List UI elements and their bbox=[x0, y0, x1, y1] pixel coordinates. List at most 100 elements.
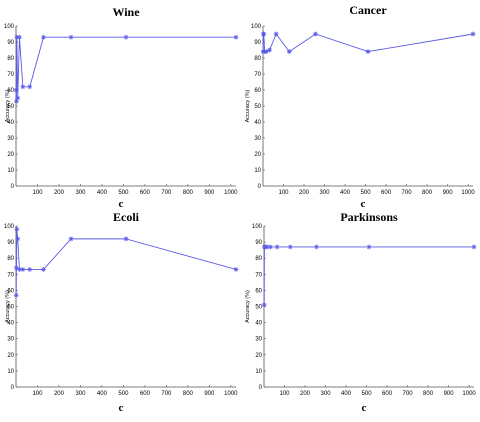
x-tick-label: 1000 bbox=[461, 190, 475, 196]
data-point-marker bbox=[267, 47, 272, 53]
y-tick-label: 20 bbox=[255, 353, 262, 359]
data-point-marker bbox=[20, 267, 26, 272]
x-tick-label: 400 bbox=[341, 391, 352, 397]
data-point-marker bbox=[14, 226, 20, 232]
data-point-marker bbox=[273, 31, 279, 37]
x-tick-label: 400 bbox=[97, 391, 108, 397]
x-tick-label: 800 bbox=[183, 391, 194, 397]
x-tick-label: 300 bbox=[320, 190, 331, 196]
x-tick-label: 600 bbox=[140, 391, 151, 397]
x-tick-label: 1000 bbox=[224, 391, 238, 397]
y-tick-label: 30 bbox=[7, 136, 14, 142]
y-tick-label: 50 bbox=[254, 104, 261, 110]
data-point-marker bbox=[14, 98, 19, 104]
y-axis-label: Accuracy (%) bbox=[245, 89, 251, 122]
y-tick-label: 90 bbox=[255, 240, 262, 246]
x-tick-label: 500 bbox=[118, 190, 129, 196]
y-tick-label: 0 bbox=[258, 184, 262, 190]
data-point-marker bbox=[314, 244, 319, 250]
y-tick-label: 10 bbox=[255, 369, 262, 375]
y-tick-label: 40 bbox=[7, 120, 14, 126]
x-tick-label: 900 bbox=[204, 190, 215, 196]
data-point-marker bbox=[286, 49, 292, 54]
data-point-marker bbox=[261, 302, 267, 308]
x-tick-label: 500 bbox=[361, 190, 372, 196]
y-tick-label: 80 bbox=[255, 256, 262, 262]
y-axis-label: Accuracy (%) bbox=[5, 89, 11, 122]
y-tick-label: 50 bbox=[7, 305, 14, 311]
chart-title: Parkinsons bbox=[340, 210, 398, 224]
panel-parkinsons: Parkinsons 0 10 20 30 40 50 60 70 80 90 100 100 200 30… bbox=[245, 210, 476, 414]
y-tick-label: 70 bbox=[7, 72, 14, 78]
x-tick-label: 900 bbox=[204, 391, 215, 397]
x-tick-label: 1000 bbox=[462, 391, 476, 397]
y-tick-label: 20 bbox=[7, 353, 14, 359]
y-tick-label: 70 bbox=[254, 72, 261, 78]
y-axis-label: Accuracy (%) bbox=[5, 290, 11, 323]
x-tick-label: 900 bbox=[444, 391, 455, 397]
x-tick-label: 700 bbox=[161, 391, 172, 397]
y-tick-label: 100 bbox=[4, 224, 15, 230]
x-tick-label: 800 bbox=[423, 391, 434, 397]
y-tick-label: 90 bbox=[254, 40, 261, 46]
x-tick-label: 100 bbox=[32, 190, 43, 196]
y-tick-label: 70 bbox=[255, 272, 262, 278]
data-point-marker bbox=[313, 31, 318, 37]
data-point-marker bbox=[274, 244, 280, 250]
y-tick-label: 10 bbox=[7, 168, 14, 174]
x-tick-label: 800 bbox=[183, 190, 194, 196]
x-tick-label: 200 bbox=[54, 190, 65, 196]
y-tick-label: 80 bbox=[254, 56, 261, 62]
x-axis-label: c bbox=[119, 402, 124, 414]
x-tick-label: 100 bbox=[280, 391, 291, 397]
x-tick-label: 400 bbox=[97, 190, 108, 196]
chart-title: Ecoli bbox=[113, 210, 140, 224]
data-point-marker bbox=[365, 49, 371, 54]
data-point-marker bbox=[123, 34, 129, 40]
chart-title: Cancer bbox=[349, 3, 387, 17]
y-tick-label: 10 bbox=[7, 369, 14, 375]
y-tick-label: 10 bbox=[254, 168, 261, 174]
data-point-marker bbox=[13, 87, 19, 93]
x-tick-label: 500 bbox=[362, 391, 373, 397]
data-point-marker bbox=[233, 267, 239, 272]
y-tick-label: 80 bbox=[7, 256, 14, 262]
y-axis-label: Accuracy (%) bbox=[245, 290, 251, 323]
x-tick-label: 800 bbox=[422, 190, 433, 196]
x-tick-label: 700 bbox=[161, 190, 172, 196]
panel-ecoli: Ecoli 0 10 20 30 40 50 60 70 80 90 100 100 200 300 400 5… bbox=[4, 210, 239, 414]
x-tick-label: 200 bbox=[300, 391, 311, 397]
x-tick-label: 500 bbox=[118, 391, 129, 397]
data-point-marker bbox=[264, 244, 270, 250]
x-tick-label: 300 bbox=[321, 391, 332, 397]
x-tick-label: 600 bbox=[381, 190, 392, 196]
y-tick-label: 60 bbox=[7, 88, 14, 94]
y-tick-label: 60 bbox=[7, 288, 14, 294]
data-point-marker bbox=[123, 236, 129, 242]
data-point-marker bbox=[68, 34, 74, 40]
y-tick-label: 50 bbox=[7, 104, 14, 110]
x-tick-label: 100 bbox=[32, 391, 43, 397]
x-axis-label: c bbox=[361, 198, 366, 210]
series-line bbox=[263, 246, 474, 305]
data-point-marker bbox=[13, 292, 19, 298]
data-point-marker bbox=[20, 84, 26, 90]
y-tick-label: 0 bbox=[11, 184, 15, 190]
data-point-marker bbox=[263, 49, 269, 54]
data-point-marker bbox=[27, 84, 33, 90]
x-tick-label: 600 bbox=[382, 391, 393, 397]
y-tick-label: 30 bbox=[255, 337, 262, 343]
data-point-marker bbox=[41, 267, 46, 272]
y-tick-label: 20 bbox=[7, 152, 14, 158]
y-tick-label: 80 bbox=[7, 56, 14, 62]
x-tick-label: 700 bbox=[402, 190, 413, 196]
x-tick-label: 300 bbox=[75, 391, 86, 397]
y-tick-label: 90 bbox=[7, 40, 14, 46]
series-line bbox=[262, 33, 474, 53]
y-tick-label: 100 bbox=[4, 24, 15, 30]
y-tick-label: 40 bbox=[254, 120, 261, 126]
x-tick-label: 300 bbox=[75, 190, 86, 196]
data-point-marker bbox=[17, 267, 22, 272]
x-tick-label: 600 bbox=[140, 190, 151, 196]
data-point-marker bbox=[470, 31, 476, 37]
